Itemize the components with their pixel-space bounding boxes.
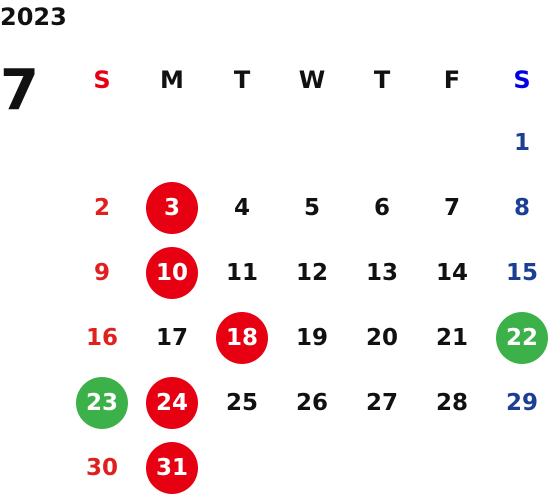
calendar-day: 16	[85, 324, 118, 351]
highlighted-day-red: 10	[146, 246, 198, 299]
calendar-day: 5	[303, 194, 320, 221]
calendar-day: 21	[435, 324, 468, 351]
calendar-cell: 25	[207, 370, 277, 435]
weekday-header-sunday: S	[93, 66, 111, 94]
calendar-day: 1	[513, 129, 530, 156]
calendar-day: 26	[295, 389, 328, 416]
calendar-cell: 15	[487, 240, 548, 305]
calendar-cell	[347, 110, 417, 175]
calendar-cell: 30	[67, 435, 137, 500]
calendar-cell: 13	[347, 240, 417, 305]
calendar-cell: 3	[137, 175, 207, 240]
calendar-cell: 18	[207, 305, 277, 370]
weekday-header-thursday: T	[373, 66, 391, 94]
calendar-day: 9	[93, 259, 110, 286]
calendar-cell: 6	[347, 175, 417, 240]
calendar-cell	[417, 435, 487, 500]
calendar-cell	[137, 110, 207, 175]
weekday-header-friday: F	[443, 66, 461, 94]
calendar-day: 11	[225, 259, 258, 286]
calendar-cell: 20	[347, 305, 417, 370]
calendar-day: 4	[233, 194, 250, 221]
calendar-day: 2	[93, 194, 110, 221]
highlighted-day-red: 31	[146, 441, 198, 494]
calendar-cell: 24	[137, 370, 207, 435]
calendar-cell: 17	[137, 305, 207, 370]
weekday-header-wednesday: W	[298, 66, 326, 94]
calendar-day: 30	[85, 454, 118, 481]
calendar-day: 8	[513, 194, 530, 221]
calendar-day: 12	[295, 259, 328, 286]
month-number: 7	[0, 58, 39, 123]
calendar-cell: 26	[277, 370, 347, 435]
calendar-cell: 31	[137, 435, 207, 500]
calendar-cell	[67, 110, 137, 175]
highlighted-day-red: 3	[146, 181, 198, 234]
calendar-day: 29	[505, 389, 538, 416]
highlighted-day-red: 24	[146, 376, 198, 429]
calendar-day: 25	[225, 389, 258, 416]
calendar-day: 19	[295, 324, 328, 351]
calendar-day: 6	[373, 194, 390, 221]
calendar-cell	[347, 435, 417, 500]
weekday-header-tuesday: T	[233, 66, 251, 94]
calendar-cell: 19	[277, 305, 347, 370]
calendar-cell: 4	[207, 175, 277, 240]
year-label: 2023	[0, 3, 67, 31]
calendar-cell	[417, 110, 487, 175]
highlighted-day-green: 22	[496, 311, 548, 364]
calendar-day: 17	[155, 324, 188, 351]
calendar-cell: 12	[277, 240, 347, 305]
calendar-cell: 5	[277, 175, 347, 240]
calendar-day: 15	[505, 259, 538, 286]
calendar-cell: 10	[137, 240, 207, 305]
calendar-cell: 7	[417, 175, 487, 240]
calendar-day: 7	[443, 194, 460, 221]
calendar-cell: 9	[67, 240, 137, 305]
calendar-cell: 14	[417, 240, 487, 305]
weekday-header-saturday: S	[513, 66, 531, 94]
calendar-day: 20	[365, 324, 398, 351]
calendar-cell: 29	[487, 370, 548, 435]
calendar-day: 27	[365, 389, 398, 416]
calendar-cell: 2	[67, 175, 137, 240]
calendar-cell: 16	[67, 305, 137, 370]
calendar-grid: S M T W T F S 1 2 3 4 5 6 7 8 9 10 11 12 13 14 15 16 17 1…	[67, 50, 548, 500]
highlighted-day-red: 18	[216, 311, 268, 364]
weekday-header-monday: M	[160, 66, 184, 94]
calendar-cell	[207, 110, 277, 175]
calendar-cell: 27	[347, 370, 417, 435]
calendar-cell	[487, 435, 548, 500]
calendar-cell: 22	[487, 305, 548, 370]
calendar-cell	[277, 435, 347, 500]
calendar-day: 28	[435, 389, 468, 416]
calendar-cell: 11	[207, 240, 277, 305]
calendar-cell: 23	[67, 370, 137, 435]
calendar-cell	[277, 110, 347, 175]
highlighted-day-green: 23	[76, 376, 128, 429]
calendar-day: 13	[365, 259, 398, 286]
calendar-day: 14	[435, 259, 468, 286]
calendar-cell: 8	[487, 175, 548, 240]
calendar-cell	[207, 435, 277, 500]
calendar-cell: 1	[487, 110, 548, 175]
calendar-cell: 21	[417, 305, 487, 370]
calendar-cell: 28	[417, 370, 487, 435]
